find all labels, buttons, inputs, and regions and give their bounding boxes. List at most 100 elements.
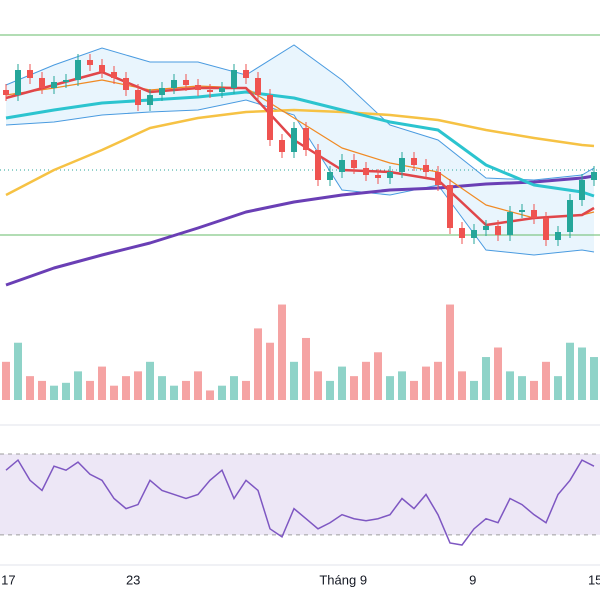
candle-body xyxy=(27,70,33,78)
volume-bar xyxy=(386,376,394,400)
candle-body xyxy=(195,85,201,90)
volume-bar xyxy=(242,380,250,400)
volume-bar xyxy=(182,380,190,400)
candle-body xyxy=(15,70,21,95)
candle-body xyxy=(483,226,489,230)
candle-body xyxy=(555,232,561,240)
rsi-line xyxy=(5,458,595,546)
candle-body xyxy=(315,150,321,180)
volume-bar xyxy=(290,361,298,400)
candle-body xyxy=(123,78,129,90)
volume-bar xyxy=(86,380,94,400)
volume-bar xyxy=(590,357,598,400)
candle-body xyxy=(207,90,213,92)
volume-bar xyxy=(362,361,370,400)
candle-body xyxy=(51,82,57,88)
candle-body xyxy=(75,60,81,80)
volume-bar xyxy=(14,342,22,400)
volume-bar xyxy=(350,376,358,400)
volume-bar xyxy=(422,366,430,400)
candle-body xyxy=(99,65,105,72)
candle-body xyxy=(471,230,477,238)
candle-body xyxy=(495,226,501,235)
x-tick-label: 23 xyxy=(126,572,140,587)
volume-bar xyxy=(50,385,58,400)
candle-body xyxy=(351,160,357,168)
volume-bar xyxy=(98,366,106,400)
candle-body xyxy=(243,70,249,78)
volume-bar xyxy=(554,376,562,400)
volume-bar xyxy=(146,361,154,400)
volume-bar xyxy=(458,371,466,400)
volume-bar xyxy=(230,376,238,400)
volume-bar xyxy=(518,376,526,400)
volume-bar xyxy=(410,380,418,400)
x-tick-label: 17 xyxy=(1,572,15,587)
volume-bar xyxy=(266,342,274,400)
volume-bar xyxy=(566,342,574,400)
candle-body xyxy=(219,88,225,92)
volume-bar xyxy=(530,380,538,400)
volume-bar xyxy=(218,385,226,400)
candle-body xyxy=(507,212,513,235)
candle-body xyxy=(399,158,405,172)
candle-body xyxy=(159,88,165,95)
volume-bar xyxy=(158,376,166,400)
volume-bar xyxy=(38,380,46,400)
candle-body xyxy=(579,180,585,200)
volume-bar xyxy=(446,304,454,400)
volume-bar xyxy=(506,371,514,400)
candle-body xyxy=(231,70,237,88)
volume-bar xyxy=(578,347,586,400)
candle-body xyxy=(531,210,537,218)
volume-bar xyxy=(542,361,550,400)
volume-bar xyxy=(170,385,178,400)
x-tick-label: 15 xyxy=(588,572,600,587)
candle-body xyxy=(423,165,429,172)
volume-bar xyxy=(326,380,334,400)
candle-body xyxy=(3,90,9,95)
candle-body xyxy=(447,185,453,228)
ma-line xyxy=(5,79,595,219)
candle-body xyxy=(327,172,333,180)
candle-body xyxy=(567,200,573,232)
volume-bar xyxy=(62,382,70,400)
candle-body xyxy=(387,172,393,178)
candle-body xyxy=(171,80,177,88)
candle-body xyxy=(63,80,69,82)
candle-body xyxy=(591,172,597,180)
volume-bar xyxy=(110,385,118,400)
volume-bar xyxy=(494,347,502,400)
candle-body xyxy=(519,210,525,212)
volume-bar xyxy=(470,380,478,400)
candle-body xyxy=(435,172,441,185)
candle-body xyxy=(255,78,261,95)
candle-body xyxy=(183,80,189,85)
candle-body xyxy=(375,175,381,178)
x-tick-label: 9 xyxy=(469,572,476,587)
volume-bar xyxy=(134,371,142,400)
volume-bar xyxy=(278,304,286,400)
candle-body xyxy=(267,95,273,140)
candle-body xyxy=(135,90,141,105)
volume-bar xyxy=(194,371,202,400)
volume-bar xyxy=(398,371,406,400)
volume-bar xyxy=(482,357,490,400)
band-line xyxy=(5,44,595,181)
volume-bar xyxy=(374,352,382,400)
candle-body xyxy=(111,72,117,78)
volume-bar xyxy=(2,361,10,400)
volume-bar xyxy=(122,376,130,400)
volume-bar xyxy=(314,371,322,400)
volume-bar xyxy=(206,390,214,400)
volume-bar xyxy=(74,371,82,400)
rsi-band xyxy=(0,454,600,535)
candle-body xyxy=(339,160,345,172)
candle-body xyxy=(459,228,465,238)
candle-body xyxy=(39,78,45,88)
volume-bar xyxy=(254,328,262,400)
volume-bar xyxy=(434,361,442,400)
candle-body xyxy=(291,128,297,152)
candle-body xyxy=(543,218,549,240)
